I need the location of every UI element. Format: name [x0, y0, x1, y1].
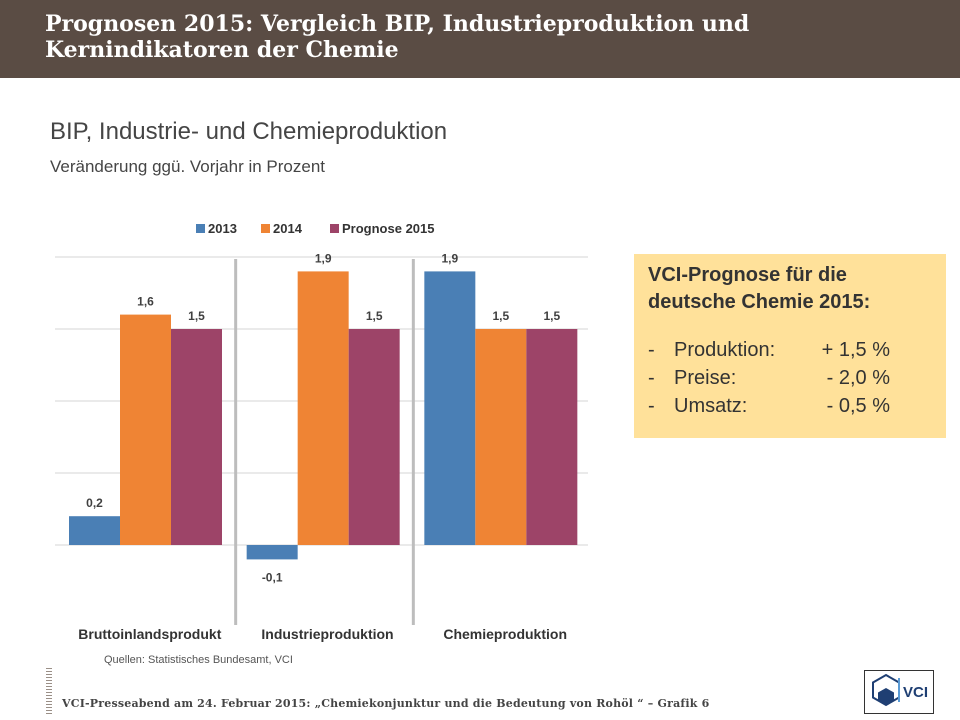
data-label: 1,5 — [188, 309, 205, 323]
bar-2013-1 — [246, 545, 298, 560]
data-label: -0,1 — [262, 570, 283, 584]
footer-dotted-rule — [46, 668, 52, 716]
legend-swatch — [196, 224, 205, 233]
data-label: 1,9 — [315, 251, 332, 265]
page-title: Prognosen 2015: Vergleich BIP, Industrie… — [45, 11, 750, 63]
category-label: Industrieproduktion — [261, 626, 393, 642]
group-separators — [234, 259, 415, 625]
logo-text: VCI — [903, 684, 928, 701]
legend-label: 2013 — [208, 221, 237, 236]
footer-caption: VCI-Presseabend am 24. Februar 2015: „Ch… — [62, 697, 710, 710]
chart-bars — [69, 271, 578, 560]
bar-2013-2 — [424, 271, 476, 545]
data-label: 1,5 — [492, 309, 509, 323]
data-label: 0,2 — [86, 496, 103, 510]
forecast-dash: - — [648, 339, 655, 361]
data-label: 1,6 — [137, 295, 154, 309]
forecast-box-title: VCI-Prognose für die deutsche Chemie 201… — [648, 264, 871, 313]
legend-label: Prognose 2015 — [342, 221, 435, 236]
data-label: 1,5 — [366, 309, 383, 323]
forecast-item-produktion: - Produktion: + 1,5 % — [648, 336, 932, 364]
forecast-item-name: Preise: — [674, 367, 737, 389]
forecast-dash: - — [648, 367, 655, 389]
bar-chart: 2013 2014 Prognose 2015 0,2 1,6 1,5 -0,1 1,9 1,… — [55, 221, 588, 642]
forecast-box: VCI-Prognose für die deutsche Chemie 201… — [634, 254, 946, 438]
forecast-item-umsatz: - Umsatz: - 0,5 % — [648, 392, 932, 420]
forecast-item-value: + 1,5 % — [821, 339, 890, 361]
forecast-dash: - — [648, 395, 655, 417]
header-bar: Prognosen 2015: Vergleich BIP, Industrie… — [0, 0, 960, 78]
category-label: Chemieproduktion — [443, 626, 567, 642]
data-label: 1,5 — [543, 309, 560, 323]
data-label: 1,9 — [441, 251, 458, 265]
category-labels: Bruttoinlandsprodukt Industrieproduktion C… — [78, 626, 567, 642]
bar-2014-1 — [297, 271, 349, 545]
forecast-item-value: - 2,0 % — [826, 367, 890, 389]
legend-label: 2014 — [273, 221, 303, 236]
chart-legend: 2013 2014 Prognose 2015 — [196, 221, 435, 236]
legend-swatch — [330, 224, 339, 233]
chart-title: BIP, Industrie- und Chemieproduktion — [50, 118, 448, 145]
vci-logo-icon: VCI — [864, 670, 934, 714]
forecast-item-value: - 0,5 % — [826, 395, 890, 417]
source-note: Quellen: Statistisches Bundesamt, VCI — [104, 654, 293, 666]
legend-swatch — [261, 224, 270, 233]
category-label: Bruttoinlandsprodukt — [78, 626, 221, 642]
bar-prognose-2015-0 — [171, 329, 222, 545]
bar-prognose-2015-2 — [526, 329, 578, 545]
bar-2013-0 — [69, 516, 120, 545]
bar-2014-2 — [475, 329, 527, 545]
bar-prognose-2015-1 — [348, 329, 400, 545]
forecast-item-name: Umsatz: — [674, 395, 748, 417]
data-labels: 0,2 1,6 1,5 -0,1 1,9 1,5 1,9 1,5 1,5 — [86, 251, 560, 584]
chart-subtitle: Veränderung ggü. Vorjahr in Prozent — [50, 157, 326, 176]
bar-2014-0 — [120, 314, 171, 545]
forecast-list: - Produktion: + 1,5 % - Preise: - 2,0 % … — [648, 336, 932, 420]
forecast-item-name: Produktion: — [674, 339, 776, 361]
forecast-item-preise: - Preise: - 2,0 % — [648, 364, 932, 392]
